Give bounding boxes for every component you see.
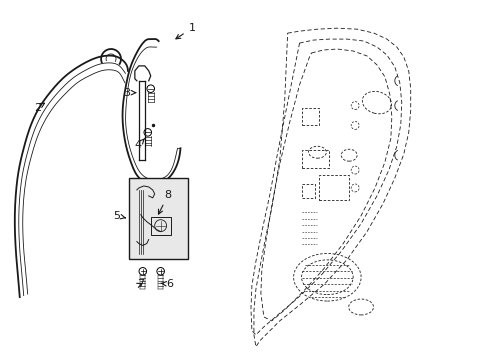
Bar (301, 184, 315, 198)
Bar (150, 217, 170, 235)
Text: 2: 2 (34, 103, 44, 113)
Text: 3: 3 (122, 87, 136, 98)
Text: 7: 7 (137, 279, 143, 289)
Text: 8: 8 (158, 190, 171, 214)
Bar (129, 178, 188, 260)
Bar (319, 175, 348, 200)
Text: 5: 5 (113, 211, 125, 221)
Text: 1: 1 (176, 23, 195, 39)
Text: 4: 4 (135, 138, 144, 150)
Bar (301, 150, 328, 168)
Text: 6: 6 (161, 279, 173, 289)
Bar (301, 108, 319, 125)
